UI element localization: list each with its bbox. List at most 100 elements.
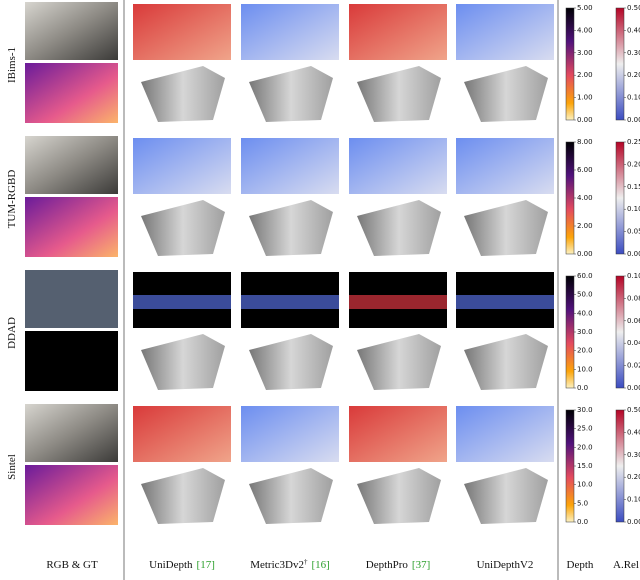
gt-depth-image	[25, 63, 118, 123]
column-label: Metric3Dv2† [16]	[250, 558, 330, 571]
colorbar-tick-label: 30.0	[577, 328, 593, 336]
error-map	[456, 138, 554, 194]
column-label: Depth	[567, 559, 594, 571]
colorbar-tick-label: 1.00	[577, 94, 593, 102]
colorbar-tick-label: 0.00	[627, 518, 640, 526]
colorbar-tick-label: 5.0	[577, 499, 588, 507]
error-points	[133, 295, 231, 309]
error-map	[349, 406, 447, 462]
colorbar-tick-label: 0.50	[627, 4, 640, 12]
point-cloud	[464, 200, 548, 256]
point-cloud	[249, 200, 333, 256]
depth-colorbar	[565, 7, 575, 121]
colorbar-tick-label: 2.00	[577, 222, 593, 230]
colorbar-tick-label: 6.00	[577, 166, 593, 174]
point-cloud	[249, 66, 333, 122]
error-map	[349, 4, 447, 60]
point-cloud	[357, 468, 441, 524]
colorbar-tick-label: 0.20	[627, 71, 640, 79]
point-cloud	[141, 200, 225, 256]
colorbar-tick-label: 10.0	[577, 481, 593, 489]
point-cloud	[141, 66, 225, 122]
point-cloud	[464, 334, 548, 390]
error-map	[349, 138, 447, 194]
column-name: DepthPro	[366, 559, 409, 571]
arel-colorbar	[615, 409, 625, 523]
rgb-image	[25, 2, 118, 60]
colorbar-tick-label: 0.25	[627, 138, 640, 146]
colorbar-tick-label: 50.0	[577, 291, 593, 299]
point-cloud	[357, 334, 441, 390]
colorbar-tick-label: 8.00	[577, 138, 593, 146]
error-points	[241, 295, 339, 309]
colorbar-tick-label: 0.15	[627, 183, 640, 191]
column-label: RGB & GT	[46, 559, 98, 571]
gt-depth-image	[25, 197, 118, 257]
row-label: DDAD	[6, 317, 18, 349]
error-map	[133, 4, 231, 60]
point-cloud	[357, 200, 441, 256]
error-map	[133, 406, 231, 462]
error-map	[456, 4, 554, 60]
column-name: Metric3Dv2	[250, 559, 304, 571]
row-label: TUM-RGBD	[6, 170, 18, 229]
colorbar-tick-label: 0.00	[627, 250, 640, 258]
column-label: UniDepthV2	[477, 559, 534, 571]
colorbar-tick-label: 0.10	[627, 496, 640, 504]
row-label: IBims-1	[6, 47, 18, 83]
colorbar-tick-label: 0.30	[627, 49, 640, 57]
error-points	[349, 295, 447, 309]
colorbar-tick-label: 3.00	[577, 49, 593, 57]
row-label: Sintel	[6, 454, 18, 480]
rgb-image	[25, 404, 118, 462]
colorbar-tick-label: 0.0	[577, 518, 588, 526]
column-name: RGB & GT	[46, 559, 98, 571]
point-cloud	[141, 334, 225, 390]
error-map	[456, 406, 554, 462]
colorbar-tick-label: 0.10	[627, 272, 640, 280]
gt-depth-image	[25, 331, 118, 391]
colorbar-tick-label: 60.0	[577, 272, 593, 280]
error-map	[241, 4, 339, 60]
point-cloud	[357, 66, 441, 122]
error-map	[241, 138, 339, 194]
gt-depth-image	[25, 465, 118, 525]
column-sup: †	[304, 558, 308, 566]
arel-colorbar	[615, 7, 625, 121]
column-ref: [37]	[412, 559, 430, 571]
colorbar-tick-label: 30.0	[577, 406, 593, 414]
column-ref: [17]	[197, 559, 215, 571]
arel-colorbar	[615, 275, 625, 389]
point-cloud	[464, 468, 548, 524]
column-ref: [16]	[311, 559, 329, 571]
colorbar-tick-label: 10.0	[577, 365, 593, 373]
error-points	[456, 295, 554, 309]
point-cloud	[249, 334, 333, 390]
column-name: UniDepth	[149, 559, 193, 571]
colorbar-tick-label: 5.00	[577, 4, 593, 12]
colorbar-tick-label: 25.0	[577, 425, 593, 433]
colorbar-tick-label: 0.20	[627, 473, 640, 481]
colorbar-tick-label: 0.05	[627, 228, 640, 236]
colorbar-tick-label: 0.30	[627, 451, 640, 459]
colorbar-tick-label: 4.00	[577, 26, 593, 34]
depth-colorbar	[565, 275, 575, 389]
depth-colorbar	[565, 409, 575, 523]
column-label: DepthPro [37]	[366, 559, 431, 571]
colorbar-tick-label: 0.08	[627, 294, 640, 302]
colorbar-tick-label: 0.10	[627, 94, 640, 102]
column-name: A.Rel	[613, 559, 639, 571]
rgb-image	[25, 270, 118, 328]
colorbar-tick-label: 0.06	[627, 317, 640, 325]
colorbar-tick-label: 20.0	[577, 347, 593, 355]
column-name: Depth	[567, 559, 594, 571]
error-map	[241, 406, 339, 462]
colorbar-tick-label: 0.00	[627, 116, 640, 124]
depth-colorbar	[565, 141, 575, 255]
point-cloud	[249, 468, 333, 524]
column-name: UniDepthV2	[477, 559, 534, 571]
error-map	[133, 138, 231, 194]
colorbar-tick-label: 40.0	[577, 309, 593, 317]
colorbar-tick-label: 0.50	[627, 406, 640, 414]
